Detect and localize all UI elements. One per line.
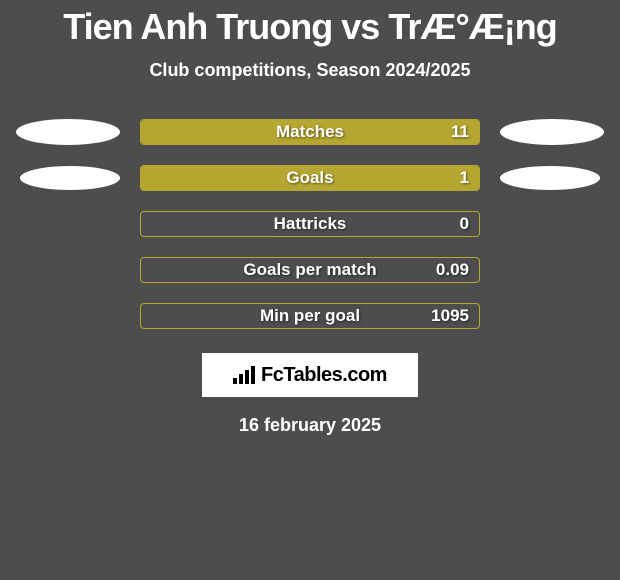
stat-label: Min per goal	[260, 306, 360, 326]
stat-row: Matches 11	[0, 119, 620, 145]
stat-label: Hattricks	[274, 214, 347, 234]
left-pill-placeholder	[16, 211, 120, 237]
stat-value: 1095	[431, 306, 469, 326]
stat-row: Goals per match 0.09	[0, 257, 620, 283]
stat-label: Goals per match	[243, 260, 376, 280]
stat-label: Goals	[286, 168, 333, 188]
logo-text: FcTables.com	[261, 364, 387, 387]
date-label: 16 february 2025	[239, 415, 381, 436]
stat-value: 11	[451, 122, 469, 142]
stat-value: 0	[460, 214, 469, 234]
stat-label: Matches	[276, 122, 344, 142]
bar-chart-icon	[233, 366, 255, 384]
stat-bar: Min per goal 1095	[140, 303, 480, 329]
stat-row: Goals 1	[0, 165, 620, 191]
right-pill	[500, 166, 600, 190]
stat-value: 0.09	[436, 260, 469, 280]
page-title: Tien Anh Truong vs TrÆ°Æ¡ng	[63, 6, 556, 48]
right-pill-placeholder	[500, 211, 604, 237]
stat-value: 1	[460, 168, 469, 188]
logo-box: FcTables.com	[202, 353, 418, 397]
stat-bar: Matches 11	[140, 119, 480, 145]
stat-bar: Goals per match 0.09	[140, 257, 480, 283]
left-pill	[20, 166, 120, 190]
left-pill-placeholder	[16, 303, 120, 329]
stat-bar: Hattricks 0	[140, 211, 480, 237]
left-pill-placeholder	[16, 257, 120, 283]
right-pill-placeholder	[500, 257, 604, 283]
left-pill	[16, 119, 120, 145]
stat-row: Min per goal 1095	[0, 303, 620, 329]
page-subtitle: Club competitions, Season 2024/2025	[149, 60, 470, 81]
right-pill-placeholder	[500, 303, 604, 329]
stat-bar: Goals 1	[140, 165, 480, 191]
stat-row: Hattricks 0	[0, 211, 620, 237]
stats-rows: Matches 11 Goals 1 Hattricks 0	[0, 119, 620, 329]
right-pill	[500, 119, 604, 145]
comparison-card: Tien Anh Truong vs TrÆ°Æ¡ng Club competi…	[0, 0, 620, 436]
